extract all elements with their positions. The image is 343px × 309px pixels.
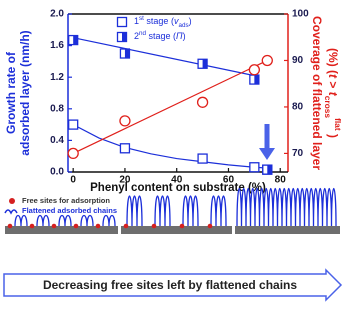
free-site: [52, 224, 57, 229]
text-part: ): [183, 31, 186, 41]
substrate: [235, 226, 340, 234]
marker-box: [69, 120, 78, 129]
free-site: [124, 224, 129, 229]
legend-marker: [118, 18, 127, 27]
text-part: stage (: [146, 31, 176, 41]
point: [263, 165, 272, 174]
flattened-chains: [15, 216, 115, 227]
figure: Phenyl content on substrate (%) Free sit…: [0, 0, 343, 304]
free-site-icon: [9, 198, 15, 204]
point: [120, 49, 129, 58]
text-part: Coverage of flattened layer: [310, 16, 324, 170]
x-tick-label: 0: [70, 175, 76, 186]
marker-fill: [125, 49, 130, 58]
marker-box: [198, 154, 207, 163]
y2-tick-label: 70: [292, 148, 304, 159]
point: [198, 59, 207, 68]
chain-icon: [5, 210, 17, 213]
free-site: [180, 224, 185, 229]
substrate: [5, 226, 118, 234]
point: [250, 163, 259, 172]
y-tick-label: 1.6: [50, 40, 64, 51]
marker-fill: [73, 36, 78, 45]
text-part: stage (: [144, 16, 174, 26]
legend-marker: [118, 33, 127, 42]
fit-line: [73, 38, 254, 76]
marker-box: [250, 163, 259, 172]
x-tick-label: 40: [171, 175, 183, 186]
marker-fill: [122, 33, 127, 42]
text-part: (%) (: [326, 48, 340, 74]
legend-label: 1st stage (vads): [134, 15, 192, 29]
y-tick-label: 0.4: [50, 135, 64, 146]
legend-label: 2nd stage (Π): [134, 30, 186, 41]
x-tick-label: 80: [275, 175, 287, 186]
y-axis-label: Growth rate of: [4, 51, 18, 134]
substrate: [121, 226, 232, 234]
marker-box: [120, 144, 129, 153]
y-tick-label: 1.2: [50, 72, 64, 83]
marker-fill: [203, 59, 208, 68]
y-axis-label: adsorbed layer (nm/h): [18, 30, 32, 155]
text-part: ads: [178, 22, 188, 29]
schematic: Free sites for adsorption Flattened adso…: [4, 189, 341, 301]
y-tick-label: 0.8: [50, 103, 64, 114]
marker-box: [118, 18, 127, 27]
flattened-chains: [237, 189, 336, 227]
free-site: [8, 224, 13, 229]
fit-line: [73, 125, 267, 168]
free-site: [152, 224, 157, 229]
text-part: cross: [323, 96, 333, 119]
text-part: ): [326, 131, 340, 138]
y-tick-label: 0.0: [50, 167, 64, 178]
y2-axis-label: (%) (t > tcrossflat ): [323, 48, 343, 138]
point: [69, 36, 78, 45]
annotation-arrow-head: [259, 148, 275, 160]
point: [68, 148, 78, 158]
free-site: [96, 224, 101, 229]
y-tick-label: 2.0: [50, 9, 64, 20]
text-part: flat: [333, 118, 343, 131]
text-part: >: [326, 78, 340, 92]
text-part: ): [189, 16, 192, 26]
text-part: Growth rate of: [4, 51, 18, 134]
free-site: [30, 224, 35, 229]
free-site: [208, 224, 213, 229]
free-site: [74, 224, 79, 229]
point: [120, 116, 130, 126]
point: [198, 97, 208, 107]
flattened-chains: [127, 196, 226, 226]
y2-tick-label: 80: [292, 102, 304, 113]
legend-text: Flattened adsorbed chains: [22, 206, 117, 215]
fit-line: [73, 60, 267, 153]
y2-tick-label: 100: [292, 9, 309, 20]
point: [120, 144, 129, 153]
text-part: adsorbed layer (nm/h): [18, 30, 32, 155]
point: [198, 154, 207, 163]
x-tick-label: 60: [223, 175, 235, 186]
x-tick-label: 20: [119, 175, 131, 186]
point: [249, 65, 259, 75]
point: [262, 55, 272, 65]
marker-fill: [254, 75, 259, 84]
point: [250, 75, 259, 84]
legend-text: Free sites for adsorption: [22, 196, 110, 205]
marker-fill: [267, 165, 272, 174]
caption: Decreasing free sites left by flattened …: [43, 278, 297, 292]
point: [69, 120, 78, 129]
y2-axis-label: Coverage of flattened layer: [310, 16, 324, 170]
y2-tick-label: 90: [292, 55, 304, 66]
